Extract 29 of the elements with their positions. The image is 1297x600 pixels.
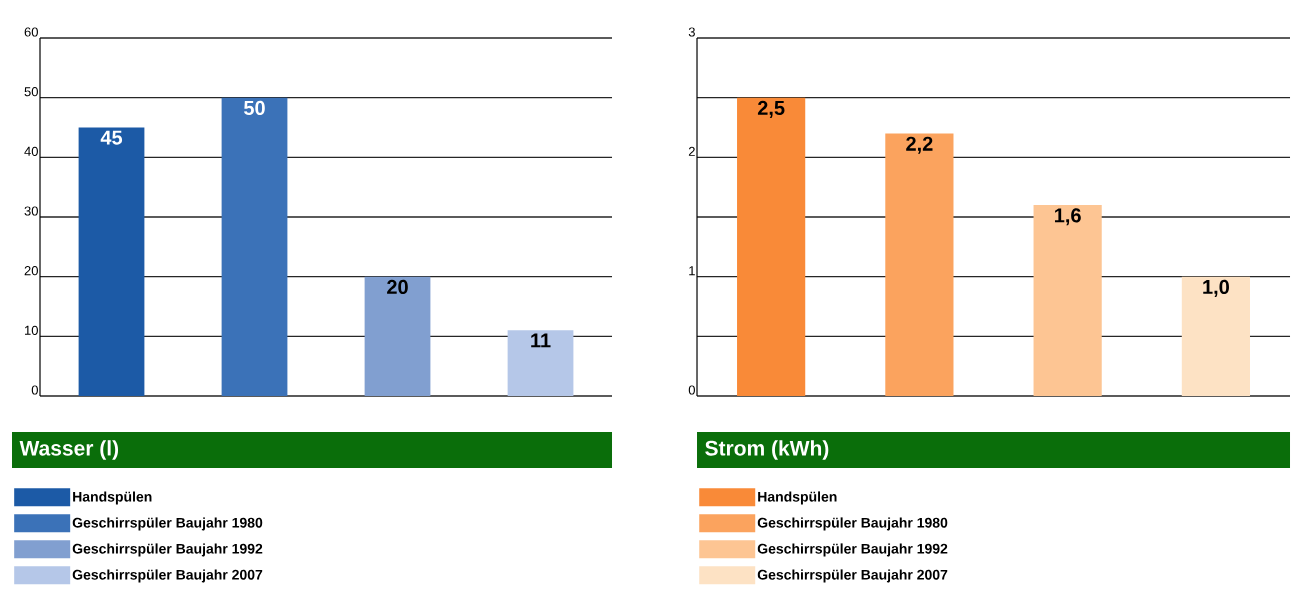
legend-label: Geschirrspüler Baujahr 2007	[72, 569, 263, 583]
y-tick-label: 10	[25, 325, 38, 335]
legend-label: Geschirrspüler Baujahr 1992	[757, 543, 948, 557]
data-label: 45	[100, 130, 123, 145]
data-label: 2,5	[757, 100, 785, 118]
y-tick-label: 0	[31, 385, 38, 395]
data-label: 2,2	[906, 136, 933, 154]
text: Wasser (l)	[19, 440, 119, 460]
y-tick-label: 60	[24, 27, 38, 37]
legend-label: Geschirrspüler Baujahr 2007	[757, 569, 948, 583]
legend-label: Handspülen	[73, 491, 152, 505]
data-label: 11	[531, 333, 551, 348]
data-label: 20	[387, 279, 408, 295]
y-tick-label: 50	[24, 87, 38, 97]
data-label: 50	[244, 100, 265, 116]
legend-label: Handspülen	[758, 491, 837, 505]
text: Strom (kWh)	[705, 440, 829, 460]
y-tick-label: 30	[24, 206, 38, 216]
legend-label: Geschirrspüler Baujahr 1980	[72, 517, 263, 531]
y-tick-label: 3	[688, 27, 695, 37]
y-tick-label: 1	[689, 266, 695, 276]
y-tick-label: 20	[24, 266, 38, 276]
data-label: 1,6	[1054, 208, 1081, 226]
data-label: 1,0	[1203, 279, 1229, 297]
legend-label: Geschirrspüler Baujahr 1980	[757, 517, 948, 531]
y-tick-label: 2	[688, 146, 695, 156]
y-tick-label: 0	[688, 385, 695, 395]
y-tick-label: 40	[24, 146, 38, 156]
legend-label: Geschirrspüler Baujahr 1992	[72, 543, 263, 557]
